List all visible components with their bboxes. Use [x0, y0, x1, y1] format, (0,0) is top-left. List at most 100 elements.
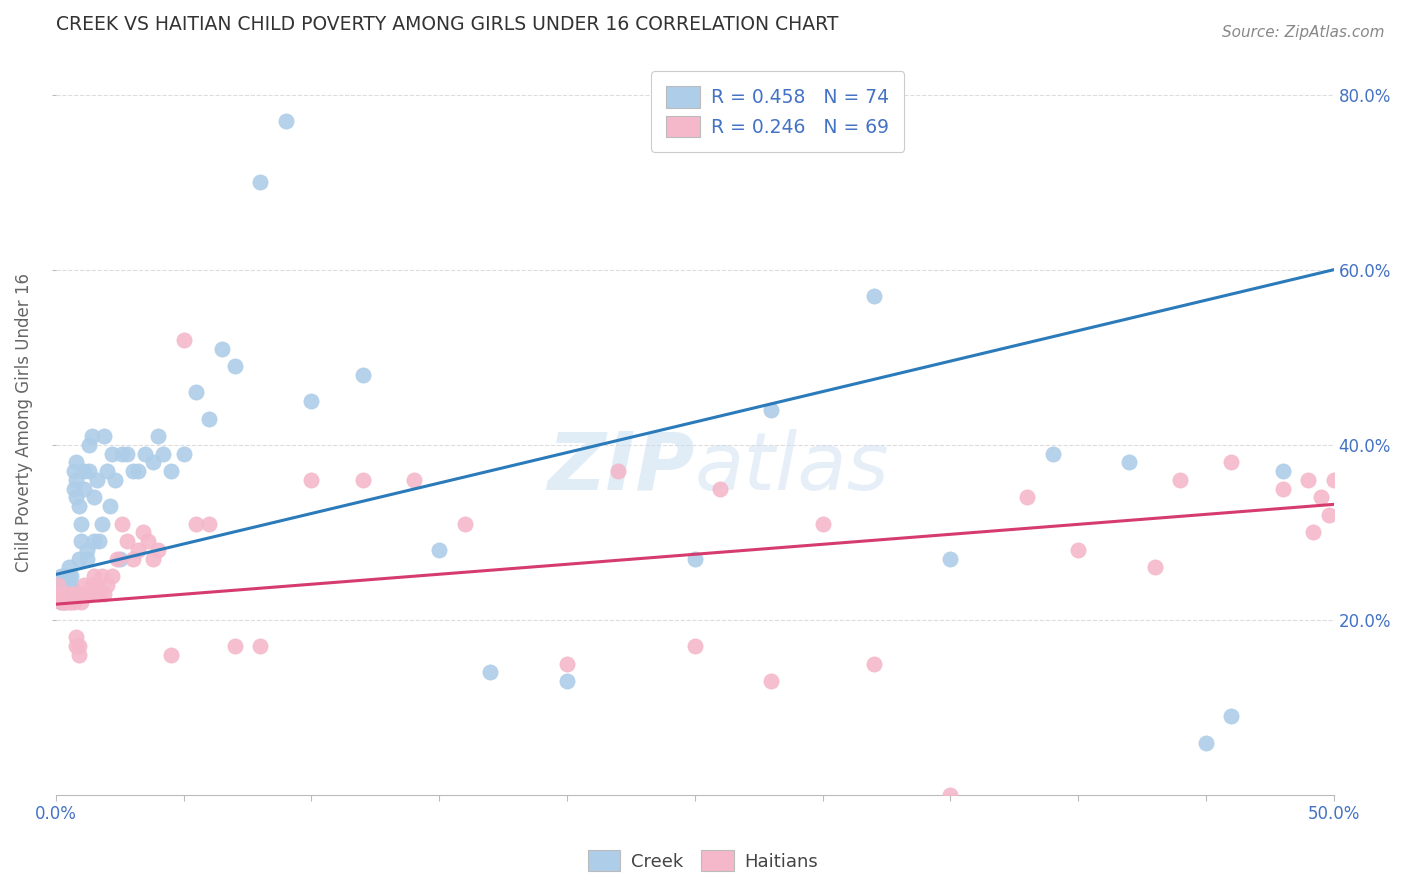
Point [1118, 455, 1140, 469]
Point [80, 578, 103, 592]
Text: Source: ZipAtlas.com: Source: ZipAtlas.com [1222, 25, 1385, 40]
Point [127, 542, 149, 557]
Point [1015, 491, 1038, 505]
Point [70, 534, 93, 549]
Point [939, 788, 962, 802]
Point [249, 639, 271, 653]
Point [49, 595, 72, 609]
Point [173, 333, 195, 347]
Point [1296, 473, 1319, 487]
Point [86, 578, 108, 592]
Point [77, 464, 100, 478]
Point [67, 639, 90, 653]
Point [67, 551, 90, 566]
Point [1317, 508, 1340, 522]
Legend: Creek, Haitians: Creek, Haitians [581, 843, 825, 879]
Point [58, 578, 80, 592]
Y-axis label: Child Poverty Among Girls Under 16: Child Poverty Among Girls Under 16 [15, 274, 32, 573]
Point [555, 674, 578, 689]
Point [49, 578, 72, 592]
Point [186, 516, 208, 531]
Point [52, 578, 75, 592]
Point [301, 473, 323, 487]
Point [76, 587, 98, 601]
Point [186, 385, 208, 400]
Point [60, 578, 83, 592]
Point [111, 516, 134, 531]
Point [73, 464, 96, 478]
Point [1067, 542, 1090, 557]
Point [62, 595, 84, 609]
Point [77, 438, 100, 452]
Point [142, 551, 165, 566]
Point [224, 639, 246, 653]
Point [1143, 560, 1166, 574]
Point [58, 587, 80, 601]
Point [96, 464, 118, 478]
Point [65, 639, 87, 653]
Point [70, 587, 93, 601]
Point [52, 587, 75, 601]
Text: CREEK VS HAITIAN CHILD POVERTY AMONG GIRLS UNDER 16 CORRELATION CHART: CREEK VS HAITIAN CHILD POVERTY AMONG GIR… [56, 15, 838, 34]
Point [105, 551, 128, 566]
Point [173, 447, 195, 461]
Point [90, 569, 112, 583]
Point [73, 578, 96, 592]
Point [862, 289, 884, 303]
Point [101, 447, 124, 461]
Point [1271, 482, 1294, 496]
Text: atlas: atlas [695, 428, 890, 507]
Point [60, 587, 83, 601]
Point [160, 648, 183, 662]
Point [1309, 491, 1331, 505]
Point [427, 542, 450, 557]
Point [58, 595, 80, 609]
Point [111, 447, 134, 461]
Point [55, 587, 77, 601]
Point [117, 534, 139, 549]
Point [93, 429, 115, 443]
Point [402, 473, 425, 487]
Point [76, 542, 98, 557]
Point [77, 587, 100, 601]
Point [62, 482, 84, 496]
Point [146, 429, 169, 443]
Point [70, 595, 93, 609]
Point [93, 587, 115, 601]
Point [96, 578, 118, 592]
Point [1195, 735, 1218, 749]
Point [49, 587, 72, 601]
Point [198, 516, 221, 531]
Point [683, 639, 706, 653]
Point [70, 516, 93, 531]
Point [98, 499, 121, 513]
Point [55, 595, 77, 609]
Point [65, 631, 87, 645]
Point [224, 359, 246, 373]
Point [101, 569, 124, 583]
Point [55, 569, 77, 583]
Point [211, 342, 233, 356]
Point [683, 551, 706, 566]
Point [1323, 473, 1346, 487]
Point [83, 491, 105, 505]
Point [58, 560, 80, 574]
Point [48, 578, 70, 592]
Point [52, 587, 75, 601]
Legend: R = 0.458   N = 74, R = 0.246   N = 69: R = 0.458 N = 74, R = 0.246 N = 69 [651, 71, 904, 153]
Point [104, 473, 127, 487]
Point [55, 578, 77, 592]
Point [60, 595, 83, 609]
Point [86, 473, 108, 487]
Point [65, 473, 87, 487]
Point [152, 447, 174, 461]
Point [58, 569, 80, 583]
Point [761, 402, 783, 417]
Point [301, 394, 323, 409]
Point [1220, 455, 1243, 469]
Point [89, 587, 111, 601]
Point [49, 595, 72, 609]
Point [1220, 709, 1243, 723]
Point [108, 551, 131, 566]
Point [52, 595, 75, 609]
